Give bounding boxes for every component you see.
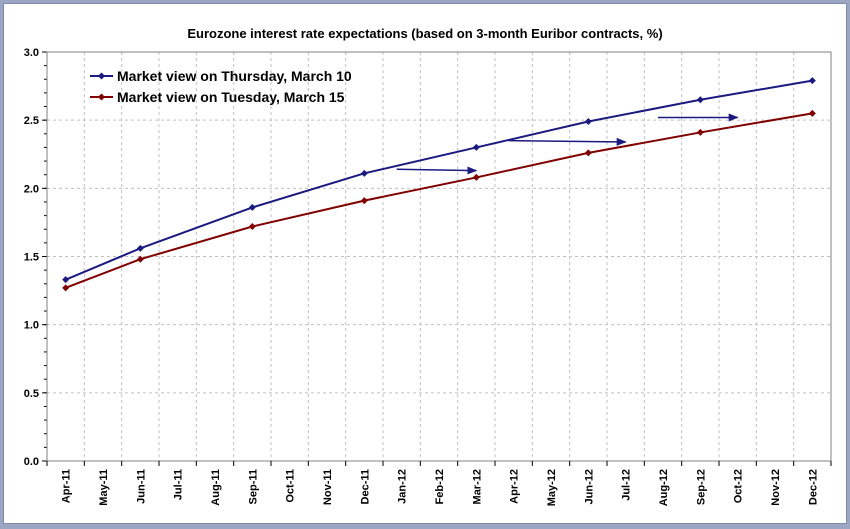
x-tick-label: Mar-12 [471, 469, 483, 504]
x-tick-label: Nov-11 [322, 469, 334, 505]
annotation-arrow [396, 166, 478, 175]
data-point [808, 109, 816, 117]
legend-marker [98, 72, 105, 80]
x-tick-label: Oct-12 [733, 469, 745, 503]
data-point [62, 284, 70, 292]
data-point [696, 96, 704, 104]
series-1 [62, 77, 816, 284]
y-tick-label: 2.5 [24, 115, 39, 127]
x-tick-label: Jun-11 [135, 469, 147, 504]
plot-area [46, 51, 832, 462]
chart-title: Eurozone interest rate expectations (bas… [187, 26, 662, 41]
series-2 [62, 109, 816, 292]
x-tick-label: Jul-11 [173, 469, 185, 500]
y-tick-label: 1.0 [24, 320, 39, 332]
data-point [248, 203, 256, 211]
legend-marker [98, 93, 105, 101]
x-tick-label: Jul-12 [621, 469, 633, 501]
x-tick-label: Oct-11 [285, 469, 297, 503]
x-tick-label: Dec-12 [807, 469, 819, 505]
data-point [360, 197, 368, 205]
x-tick-label: Nov-12 [770, 469, 782, 506]
x-tick-label: Jun-12 [583, 469, 595, 504]
data-point [472, 173, 480, 181]
legend-label: Market view on Thursday, March 10 [117, 68, 352, 84]
x-tick-label: May-11 [98, 469, 110, 506]
x-tick-label: Aug-12 [658, 469, 670, 506]
data-point [584, 118, 592, 126]
data-point [472, 143, 480, 151]
data-point [808, 77, 816, 85]
x-tick-label: Feb-12 [434, 469, 446, 504]
x-tick-label: Jan-12 [397, 469, 409, 504]
series-line [65, 79, 813, 281]
data-point [696, 128, 704, 136]
y-tick-label: 1.5 [24, 252, 39, 264]
x-tick-label: Apr-11 [61, 469, 73, 503]
annotation-arrow [508, 137, 627, 146]
x-tick-label: Dec-11 [359, 469, 371, 504]
series-line [65, 112, 813, 289]
y-tick-label: 0.0 [24, 456, 39, 468]
legend-label: Market view on Tuesday, March 15 [117, 89, 345, 105]
chart-panel [3, 3, 847, 524]
x-tick-label: Apr-12 [509, 469, 521, 504]
x-tick-label: Aug-11 [210, 469, 222, 506]
x-tick-label: Sep-12 [695, 469, 707, 505]
data-point [136, 244, 144, 252]
data-point [62, 276, 70, 284]
y-tick-label: 0.5 [24, 388, 39, 400]
data-point [248, 223, 256, 231]
y-tick-label: 3.0 [24, 47, 39, 59]
data-point [360, 169, 368, 177]
data-point [584, 149, 592, 157]
x-tick-label: Sep-11 [247, 469, 259, 504]
data-point [136, 255, 144, 263]
x-tick-label: May-12 [546, 469, 558, 506]
y-tick-label: 2.0 [24, 183, 39, 195]
